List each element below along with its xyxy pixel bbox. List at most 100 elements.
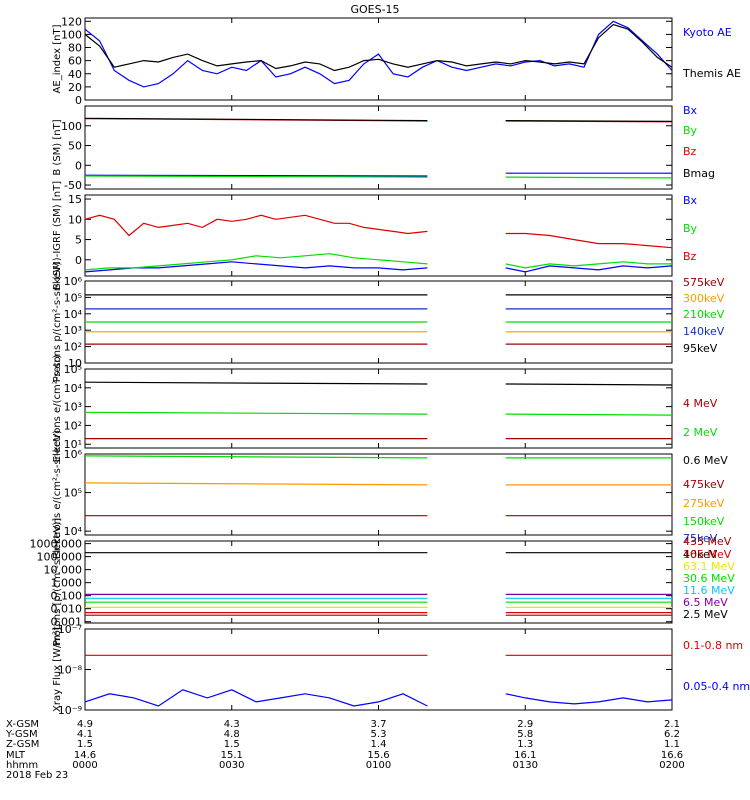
series-line — [84, 482, 428, 486]
y-tick-label: 10⁴ — [64, 382, 83, 395]
y-tick-label: 10⁴ — [64, 308, 83, 321]
x-row-value: 15.1 — [221, 750, 243, 761]
series-line — [84, 261, 428, 273]
date-label: 2018 Feb 23 — [6, 770, 68, 781]
y-tick-label: 60 — [68, 55, 82, 68]
y-tick-label: 1.000 — [51, 577, 83, 590]
legend-entry: By — [683, 124, 698, 137]
legend-entry: 150keV — [683, 515, 725, 528]
y-tick-label: 40 — [68, 68, 82, 81]
series-line — [84, 689, 428, 707]
y-tick-label: 120 — [61, 15, 82, 28]
y-tick-label: 0.100 — [51, 590, 83, 603]
x-row-value: 3.7 — [371, 719, 387, 730]
x-row-value: 4.1 — [77, 729, 93, 740]
legend-entry: 40keV — [683, 548, 718, 561]
y-tick-label: 10¹ — [64, 438, 82, 451]
x-row-value: 1.3 — [517, 739, 533, 750]
legend-entry: Bz — [683, 145, 697, 158]
legend-entry: 0.6 MeV — [683, 454, 728, 467]
y-tick-label: 0.010 — [51, 603, 83, 616]
y-tick-label: 0 — [75, 159, 82, 172]
y-tick-label: 0 — [75, 254, 82, 267]
series-line — [505, 693, 673, 705]
series-line — [84, 117, 428, 122]
y-tick-label: 80 — [68, 42, 82, 55]
y-tick-label: 50 — [68, 140, 82, 153]
x-row-value: 1.5 — [224, 739, 240, 750]
y-tick-label: 10² — [64, 341, 82, 354]
x-row-value: 16.1 — [514, 750, 536, 761]
x-row-value: 15.6 — [367, 750, 389, 761]
x-row-value: 14.6 — [74, 750, 96, 761]
x-row-label: Z-GSM — [6, 739, 39, 750]
legend-entry: Bz — [683, 250, 697, 263]
x-row-value: 4.8 — [224, 729, 240, 740]
y-axis-label: Electrons e/(cm²-s-sr) — [52, 355, 63, 463]
legend-entry: Bx — [683, 194, 698, 207]
panel-6: 0.0010.0100.1001.00010.000100.0001000.00… — [30, 518, 736, 646]
y-tick-label: 100 — [61, 28, 82, 41]
y-tick-label: 10 — [68, 357, 82, 370]
legend-entry: 575keV — [683, 276, 725, 289]
x-row-label: hhmm — [6, 760, 38, 771]
x-row-value: 4.9 — [77, 719, 93, 730]
x-row-value: 2.1 — [664, 719, 680, 730]
legend-entry: 2 MeV — [683, 426, 718, 439]
legend-entry: 433 MeV — [683, 535, 732, 548]
x-row-value: 16.6 — [661, 750, 683, 761]
x-row-value: 6.2 — [664, 729, 680, 740]
x-axis-table: X-GSM 4.9 4.3 3.7 2.9 2.1 Y-GSM 4.1 4.8 5.3 5.8 6.2… — [5, 719, 685, 781]
y-tick-label: 10³ — [64, 401, 82, 414]
y-tick-label: 10⁵ — [64, 487, 82, 500]
legend-entry: 63.1 MeV — [683, 560, 735, 573]
legend-entry: 0.1-0.8 nm — [683, 639, 743, 652]
y-tick-label: 10⁻⁹ — [58, 704, 82, 717]
panel-2: 0 5 10 15 B (SM)-IGRF (SM) [nT] Bx By Bz — [52, 181, 698, 290]
legend-entry: 75keV — [683, 532, 718, 545]
x-row-value: 0200 — [659, 760, 684, 771]
y-tick-label: 10⁶ — [64, 275, 83, 288]
series-line — [84, 411, 428, 415]
x-row-label: MLT — [6, 750, 26, 761]
series-line — [84, 174, 428, 177]
x-row-value: 0030 — [219, 760, 244, 771]
figure-title: GOES-15 — [350, 3, 399, 16]
legend-entry: 6.5 MeV — [683, 596, 728, 609]
y-tick-label: 20 — [68, 81, 82, 94]
y-axis-label: AE_index [nT] — [52, 24, 63, 93]
y-axis-label: B (SM)-IGRF (SM) [nT] — [52, 181, 63, 290]
y-tick-label: 10.000 — [44, 564, 83, 577]
x-row-value: 4.3 — [224, 719, 240, 730]
legend-entry: 210keV — [683, 308, 725, 321]
y-axis-label: B (SM) [nT] — [52, 119, 63, 175]
y-tick-label: 1000.000 — [30, 538, 83, 551]
legend-entry: 11.6 MeV — [683, 584, 735, 597]
x-row-label: X-GSM — [6, 719, 39, 730]
legend-entry: 4 MeV — [683, 397, 718, 410]
legend-entry: By — [683, 222, 698, 235]
y-axis-label: Electrons e/(cm²-s-sr-keV) — [52, 430, 63, 559]
legend-entry: Bx — [683, 104, 698, 117]
y-tick-label: -50 — [64, 179, 82, 192]
x-row-value: 0000 — [72, 760, 97, 771]
x-row-value: 0130 — [513, 760, 538, 771]
y-tick-label: 100 — [61, 120, 82, 133]
y-tick-label: 10 — [68, 213, 82, 226]
legend-entry: 475keV — [683, 478, 725, 491]
series-line — [84, 455, 428, 459]
y-tick-label: 10⁵ — [64, 291, 82, 304]
legend-entry: Themis AE — [682, 67, 741, 80]
panel-frame — [84, 628, 673, 711]
x-row-value: 1.1 — [664, 739, 680, 750]
series-line — [505, 120, 673, 122]
y-tick-label: 0 — [75, 94, 82, 107]
series-line — [505, 176, 673, 179]
y-tick-label: 10³ — [64, 324, 82, 337]
series-line — [505, 413, 673, 416]
